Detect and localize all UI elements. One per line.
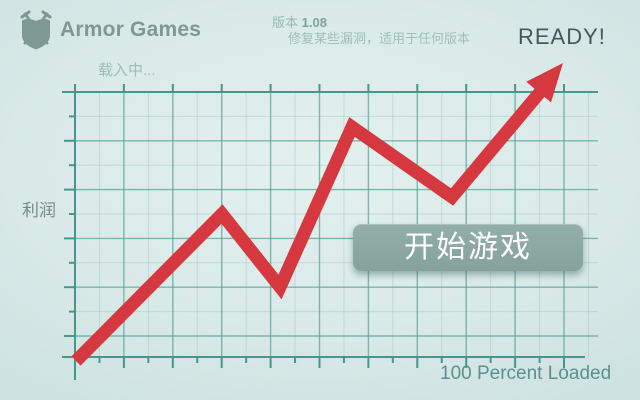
armor-games-logo[interactable]: Armor Games	[18, 10, 201, 50]
start-game-button[interactable]: 开始游戏	[353, 224, 583, 271]
logo-text: Armor Games	[60, 18, 202, 41]
version-number: 1.08	[301, 15, 327, 30]
profit-line-arrowhead	[526, 63, 563, 103]
ready-status-text: READY!	[518, 24, 606, 49]
version-note: 修复某些漏洞，适用于任何版本	[288, 31, 471, 46]
y-axis-label: 利润	[22, 201, 56, 220]
version-line: 版本 1.08	[272, 12, 327, 31]
chart-axes	[62, 84, 598, 380]
shield-swords-icon	[20, 10, 52, 50]
version-label: 版本	[272, 15, 299, 30]
profit-line	[71, 86, 546, 366]
progress-loaded-text: 100 Percent Loaded	[440, 363, 612, 384]
loading-text: 载入中...	[98, 62, 156, 79]
